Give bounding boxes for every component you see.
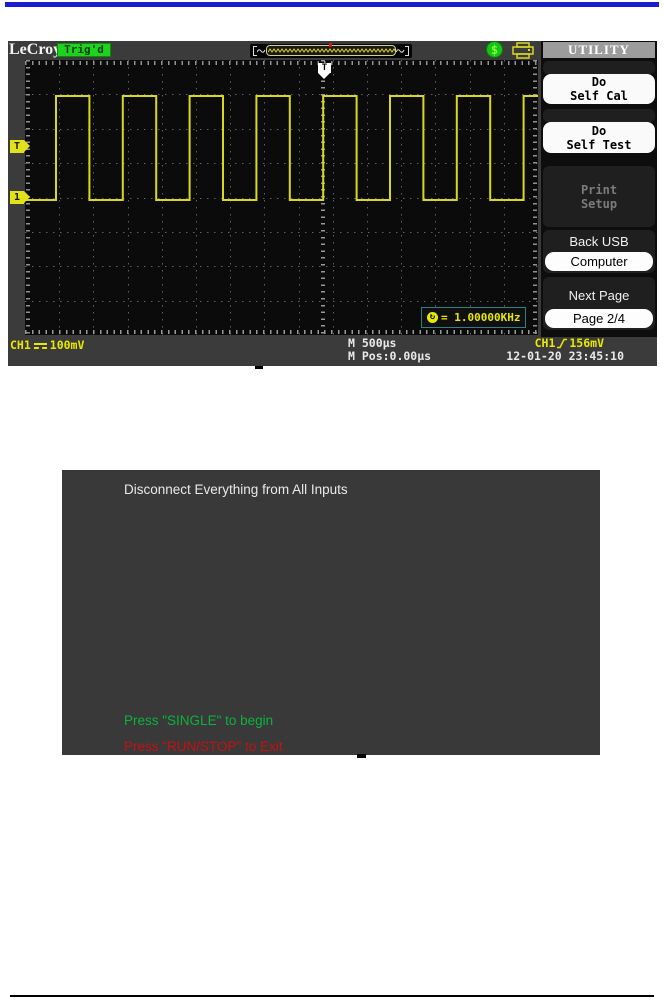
next-page-button[interactable]: Next Page Page 2/4: [543, 277, 655, 330]
do-self-test-button[interactable]: Do Self Test: [543, 122, 655, 153]
softkey-slot: [543, 109, 655, 122]
wave-squiggle-icon: [257, 49, 266, 53]
back-usb-button[interactable]: Back USB Computer: [543, 230, 655, 273]
oscilloscope-screenshot: LeCroy Trig'd $: [8, 41, 657, 366]
graticule-tick-col-right: [533, 60, 537, 335]
graticule-tick-row-bottom: [25, 330, 538, 334]
timebase-readout: M 500µs M Pos:0.00µs: [348, 337, 431, 363]
datetime-readout: 12-01-20 23:45:10: [506, 349, 624, 363]
timebase-position: M Pos:0.00µs: [348, 349, 432, 363]
gridline-horizontal: [25, 94, 538, 96]
gridline-horizontal: [25, 163, 538, 165]
zigzag-path: [268, 48, 395, 53]
back-usb-value[interactable]: Computer: [545, 252, 653, 271]
trigger-status-badge: Trig'd: [57, 43, 111, 57]
usb-sign-icon: $: [486, 41, 503, 58]
trigger-level-marker[interactable]: T: [10, 140, 30, 153]
gridline-horizontal: [25, 128, 538, 130]
trigger-position-indicator: [250, 43, 412, 58]
self-cal-screen: Disconnect Everything from All Inputs Pr…: [62, 470, 600, 755]
menu-title: UTILITY: [543, 42, 655, 58]
trigger-level-value: 156mV: [569, 336, 604, 350]
trigger-time-tick: [329, 43, 332, 47]
gridline-horizontal: [25, 266, 538, 268]
counter-icon: ↻: [427, 312, 438, 323]
channel1-readout: CH1 100mV: [10, 339, 84, 352]
channel1-position-marker[interactable]: 1: [10, 191, 30, 204]
printer-icon: [512, 42, 534, 59]
footer-rule: [10, 995, 654, 997]
softkey-menu: UTILITY Do Self Cal Do Self Test Print S…: [541, 41, 657, 337]
channel1-volts-per-div: 100mV: [49, 338, 85, 352]
waveform-display: T ↻ = 1.00000KHz: [25, 60, 538, 335]
cal-exit-hint: Press "RUN/STOP" to Exit: [124, 739, 283, 754]
frequency-value: = 1.00000KHz: [441, 311, 521, 324]
waveform-trace: [25, 95, 538, 201]
channel1-label: CH1: [10, 338, 31, 352]
gridline-horizontal: [25, 300, 538, 302]
right-bracket-icon: [405, 46, 409, 56]
next-page-label: Next Page: [568, 288, 630, 303]
wave-squiggle-icon: [396, 49, 405, 53]
lecroy-logo: LeCroy: [9, 41, 62, 58]
channel1-waveform: [25, 95, 538, 201]
print-setup-button-disabled[interactable]: Print Setup: [543, 166, 655, 227]
cal-begin-hint: Press "SINGLE" to begin: [124, 713, 274, 728]
status-bar: CH1 100mV M 500µs M Pos:0.00µs CH1 156mV…: [8, 335, 657, 366]
caret-artifact: [357, 754, 366, 758]
graticule-tick-row-top: [25, 61, 538, 65]
left-bracket-icon: [253, 46, 257, 56]
trigger-readout: CH1 156mV: [535, 337, 604, 350]
timebase-value: M 500µs: [348, 336, 397, 350]
softkey-slot: [543, 61, 655, 74]
gridline-horizontal: [25, 231, 538, 233]
trigger-position-marker[interactable]: T: [318, 63, 331, 79]
gridline-horizontal: [25, 197, 538, 199]
rising-edge-icon: [557, 338, 568, 349]
frequency-counter: ↻ = 1.00000KHz: [421, 307, 527, 328]
zigzag-wave-icon: [268, 48, 395, 53]
dc-coupling-icon: [33, 342, 47, 349]
header-rule: [5, 2, 659, 7]
cal-message: Disconnect Everything from All Inputs: [124, 482, 348, 497]
trigger-source: CH1: [534, 336, 556, 350]
back-usb-label: Back USB: [569, 234, 629, 249]
do-self-cal-button[interactable]: Do Self Cal: [543, 74, 655, 104]
page-indicator[interactable]: Page 2/4: [545, 309, 653, 328]
caret-artifact: [255, 366, 263, 369]
